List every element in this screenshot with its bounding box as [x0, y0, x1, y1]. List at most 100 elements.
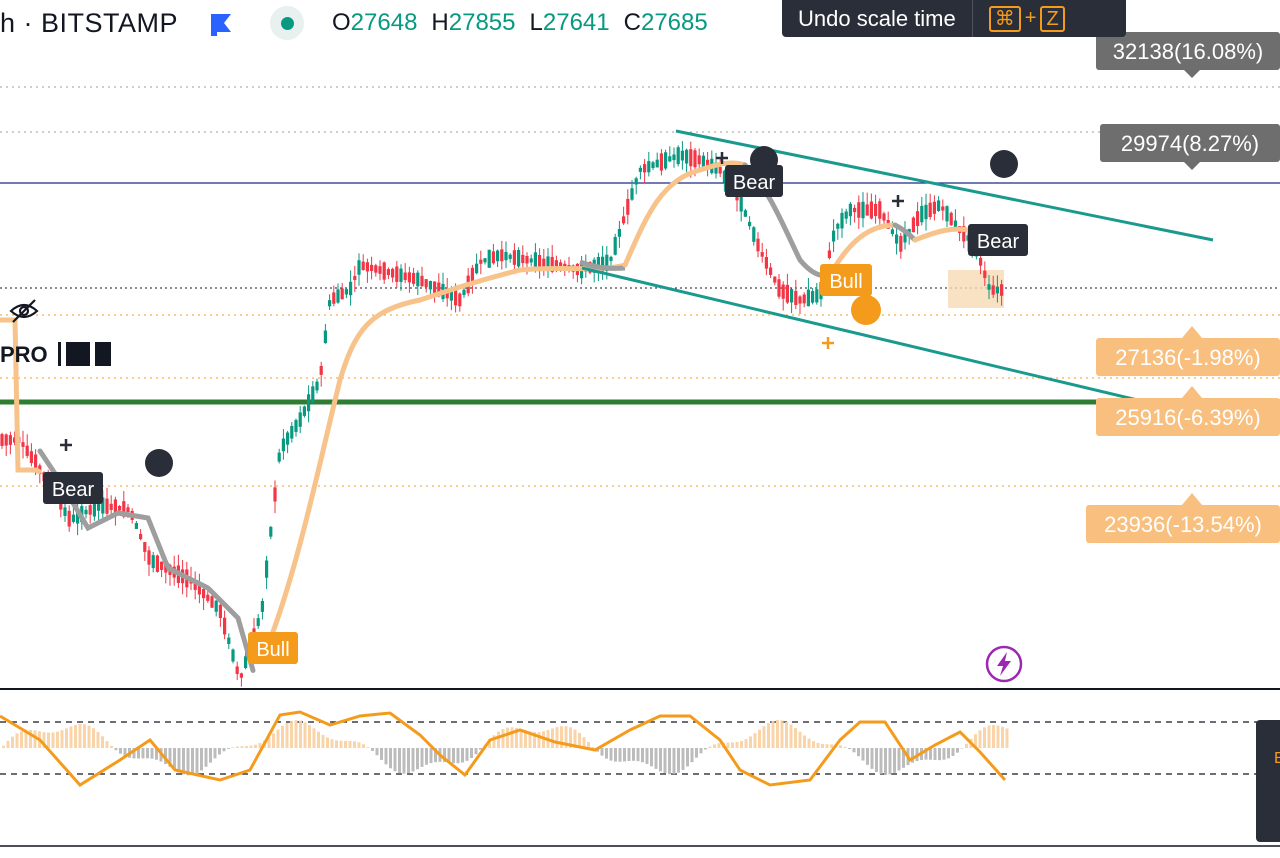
live-status-button[interactable] [270, 6, 304, 40]
candle-body [689, 149, 692, 166]
candle-body [324, 331, 327, 344]
candle [899, 233, 902, 259]
osc-bar [740, 741, 743, 748]
candle [962, 216, 965, 248]
eye-off-icon[interactable] [8, 297, 40, 325]
plus-icon [822, 337, 834, 349]
candle [278, 449, 281, 464]
plus-icon [892, 195, 904, 207]
candle-body [630, 188, 633, 199]
candle-body [840, 213, 843, 229]
candle [752, 226, 755, 246]
osc-bar [407, 748, 410, 773]
candle-body [987, 284, 990, 290]
osc-bar [349, 741, 352, 748]
candle-body [152, 555, 155, 568]
osc-bar [637, 748, 640, 761]
candle [194, 571, 197, 599]
candle [231, 649, 234, 664]
candle-body [979, 258, 982, 266]
signal-label-text: Bear [733, 172, 776, 194]
candle-body [353, 276, 356, 280]
lightning-icon[interactable] [985, 645, 1023, 683]
indicator-name[interactable]: PRO [0, 342, 48, 368]
osc-bar [511, 727, 514, 748]
osc-bar [92, 728, 95, 748]
candle [315, 379, 318, 394]
candle-body [391, 269, 394, 278]
candle-body [832, 231, 835, 242]
settings-square-icon[interactable] [66, 342, 90, 366]
osc-bar [808, 739, 811, 748]
candle [845, 209, 848, 224]
signal-dot [145, 449, 173, 477]
candle [672, 147, 675, 167]
candle-body [366, 262, 369, 271]
osc-bar [803, 735, 806, 748]
candle [160, 561, 163, 577]
close-key: C [624, 9, 641, 37]
candle [433, 281, 436, 302]
osc-bar [475, 748, 478, 754]
candle [500, 241, 503, 270]
osc-bar [200, 748, 203, 770]
candle-body [748, 222, 751, 226]
indicator-controls[interactable] [58, 342, 111, 366]
osc-bar [785, 722, 788, 748]
undo-label[interactable]: Undo scale time [782, 0, 973, 37]
candle [269, 526, 272, 539]
candle-body [517, 250, 520, 267]
candle [198, 574, 201, 603]
osc-bar [236, 747, 239, 748]
undo-scale-tooltip[interactable]: Undo scale time ⌘ + Z [782, 0, 1126, 37]
candle [815, 283, 818, 305]
osc-bar [628, 748, 631, 761]
osc-bar [290, 721, 293, 748]
osc-bar [965, 744, 968, 748]
candle [261, 598, 264, 619]
osc-bar [1006, 728, 1009, 748]
candle-body [5, 434, 8, 445]
candle [475, 254, 478, 275]
candle-body [656, 160, 659, 168]
candle-body [1000, 284, 1003, 296]
flag-icon[interactable] [209, 12, 235, 36]
osc-bar [875, 748, 878, 772]
symbol-title[interactable]: h · BITSTAMP [0, 6, 178, 40]
toggle-square-icon[interactable] [95, 342, 111, 366]
candle [5, 434, 8, 457]
price-label-text: 32138(16.08%) [1113, 39, 1263, 64]
candle-body [521, 255, 524, 263]
candle-body [672, 154, 675, 160]
candle-body [509, 255, 512, 259]
candle-body [273, 487, 276, 501]
osc-bar [74, 725, 77, 748]
side-panel-tab[interactable]: E [1256, 720, 1280, 842]
candle-body [836, 224, 839, 229]
candle [748, 216, 751, 229]
low-key: L [530, 9, 543, 37]
osc-bar [754, 733, 757, 748]
osc-bar [794, 728, 797, 748]
candle-body [950, 213, 953, 225]
low-value: 27641 [543, 9, 610, 37]
candle [320, 362, 323, 387]
signal-label-text: Bear [977, 231, 1020, 253]
candle-body [609, 257, 612, 261]
osc-bar [277, 730, 280, 748]
osc-bar [614, 748, 617, 762]
candle [916, 202, 919, 234]
candle-body [693, 150, 696, 167]
osc-bar [16, 733, 19, 748]
candle [861, 192, 864, 227]
candle-body [265, 560, 268, 577]
osc-bar [731, 742, 734, 748]
candle-body [504, 252, 507, 260]
candle-body [21, 442, 24, 447]
price-label: 32138(16.08%) [1096, 32, 1280, 78]
osc-bar [385, 748, 388, 764]
price-label: 29974(8.27%) [1100, 124, 1280, 170]
candle-body [286, 433, 289, 445]
